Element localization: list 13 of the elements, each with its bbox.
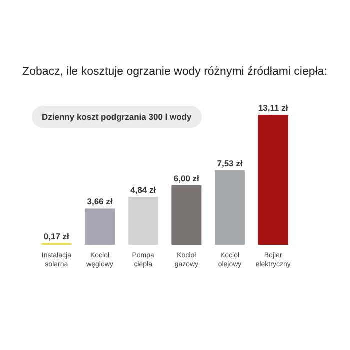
data-label: 0,17 zł	[44, 231, 70, 242]
data-label: 7,53 zł	[217, 158, 244, 168]
bar	[258, 115, 288, 245]
data-label: 13,11 zł	[258, 103, 289, 113]
chart-title: Zobacz, ile kosztuje ogrzanie wody różnymi źródłami ciepła:	[22, 66, 328, 78]
data-label: 4,84 zł	[130, 185, 157, 196]
data-label: 3,66 zł	[87, 196, 114, 207]
bar	[215, 170, 245, 245]
chart-subtitle: Dzienny koszt podgrzania 300 l wody	[32, 106, 202, 128]
bar	[85, 208, 115, 245]
data-label: 6,00 zł	[174, 174, 200, 184]
bar	[128, 197, 158, 245]
bar	[172, 186, 202, 245]
